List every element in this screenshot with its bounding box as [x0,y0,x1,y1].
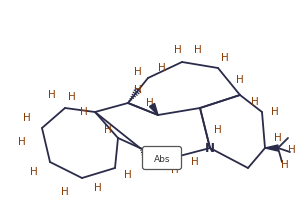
Text: H: H [18,137,26,147]
Text: H: H [281,160,289,170]
Text: H: H [124,170,132,180]
Text: H: H [144,157,152,167]
Polygon shape [149,103,158,115]
Text: Abs: Abs [154,155,170,164]
Polygon shape [265,145,278,151]
Text: H: H [221,53,229,63]
Text: H: H [23,113,31,123]
Text: H: H [134,85,142,95]
Text: H: H [134,67,142,77]
Text: H: H [68,92,76,102]
Text: H: H [30,167,38,177]
Text: H: H [61,187,69,197]
Text: H: H [171,165,179,175]
Text: H: H [80,107,88,117]
Text: H: H [274,133,282,143]
Text: H: H [104,125,112,135]
Text: N: N [205,142,215,155]
Text: H: H [94,183,102,193]
Text: H: H [214,125,222,135]
Text: H: H [288,145,296,155]
Text: H: H [194,45,202,55]
Text: H: H [48,90,56,100]
Text: H: H [236,75,244,85]
Text: H: H [158,63,166,73]
Text: H: H [146,98,154,108]
Text: H: H [191,157,199,167]
Text: H: H [271,107,279,117]
Text: H: H [174,45,182,55]
FancyBboxPatch shape [142,146,181,170]
Text: H: H [251,97,259,107]
